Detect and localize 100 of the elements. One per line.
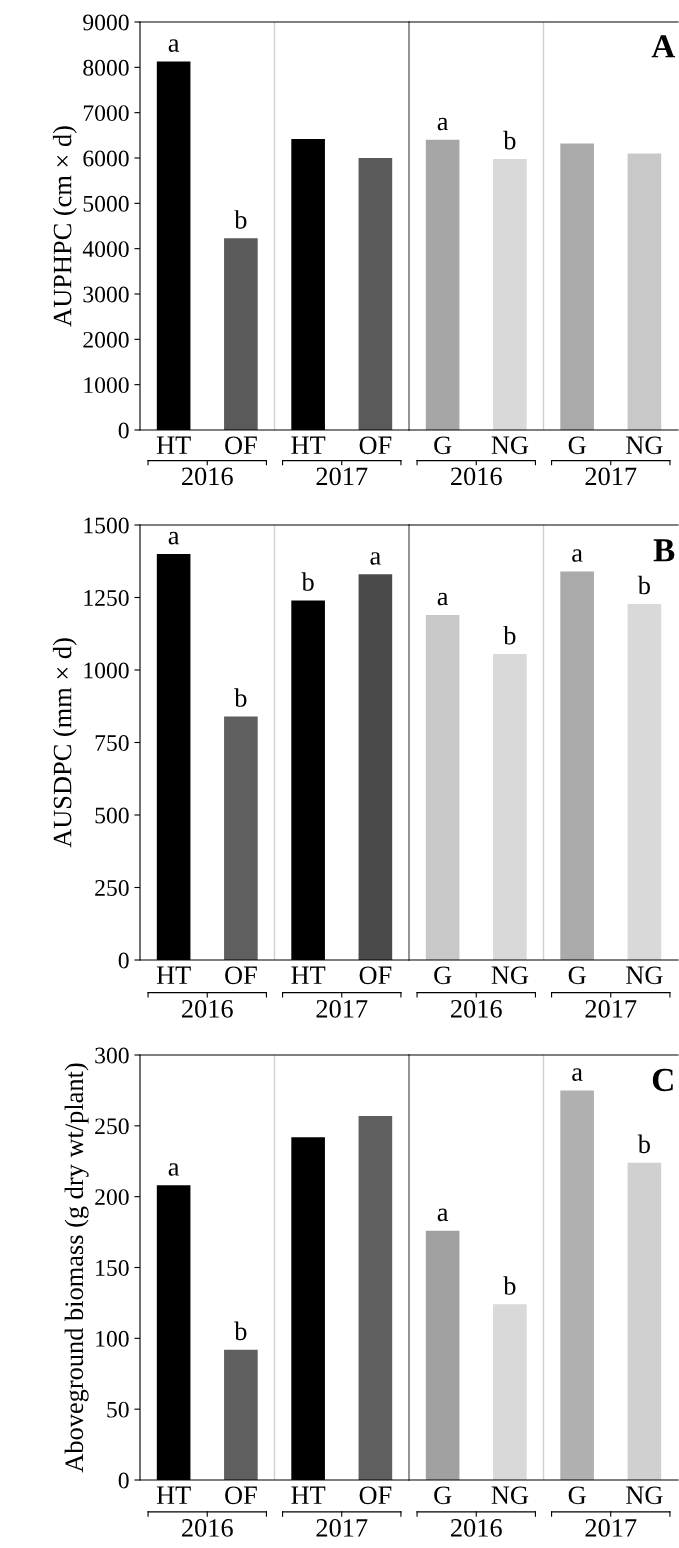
text: 2016 — [182, 1519, 233, 1537]
x-tick-label: HT — [291, 1486, 326, 1504]
x-tick-label: NG — [626, 1486, 663, 1505]
data-label: a — [572, 549, 583, 562]
data-label: b — [301, 572, 314, 591]
x-tick-label: NG — [626, 436, 663, 455]
x-tick-label: NG — [491, 436, 529, 455]
bar — [627, 153, 662, 430]
x-tick-label: G — [568, 436, 586, 455]
y-tick-label: 1000 — [84, 662, 129, 679]
y-tick-label: 0 — [118, 1472, 129, 1489]
bar — [627, 1162, 662, 1480]
y-axis-title: Aboveground biomass (g dry wt/plant) — [64, 1063, 89, 1473]
data-label: b — [234, 688, 247, 707]
y-tick-label: 1500 — [84, 517, 129, 534]
x-tick-label: HT — [156, 436, 191, 454]
y-axis-title: AUPHPC (cm × d) — [52, 126, 77, 327]
data-label: a — [168, 39, 180, 52]
y-tick-label: 150 — [96, 1259, 129, 1276]
data-label: b — [503, 130, 516, 150]
bar — [560, 1090, 594, 1480]
bar — [425, 139, 460, 430]
x-tick-label: G — [568, 966, 586, 985]
y-tick-label: 4000 — [82, 241, 129, 258]
y-tick-label: 100 — [96, 1330, 129, 1347]
x-tick-label: HT — [156, 1486, 191, 1504]
x-tick-label: G — [434, 966, 452, 985]
x-tick-label: OF — [225, 436, 257, 455]
chart-title: C — [652, 1068, 673, 1092]
x-tick-label: G — [434, 436, 452, 455]
data-label: b — [234, 1321, 247, 1341]
bar — [493, 654, 527, 960]
data-label: a — [168, 1163, 180, 1176]
bar — [425, 1230, 460, 1480]
chart-title: B — [653, 539, 675, 562]
x-tick-label: OF — [225, 966, 257, 985]
data-label: b — [234, 210, 247, 229]
data-label: a — [168, 531, 180, 545]
data-label: a — [437, 117, 449, 131]
bar — [560, 571, 594, 960]
text: 2016 — [182, 999, 233, 1018]
y-tick-label: 300 — [95, 1047, 129, 1064]
y-tick-label: 9000 — [83, 14, 129, 31]
text: 2017 — [585, 999, 637, 1018]
x-tick-label: OF — [225, 1486, 257, 1505]
data-label: b — [637, 1134, 650, 1154]
y-tick-label: 0 — [118, 952, 129, 969]
y-tick-label: 200 — [95, 1189, 129, 1206]
y-tick-label: 5000 — [83, 195, 129, 212]
text: 2017 — [316, 999, 368, 1018]
y-tick-label: 8000 — [83, 59, 129, 76]
y-tick-label: 250 — [95, 879, 129, 896]
text: 2016 — [182, 467, 233, 486]
y-tick-label: 750 — [95, 734, 129, 751]
y-axis-title: AUSDPC (mm × d) — [52, 638, 77, 848]
data-label: a — [572, 1068, 583, 1081]
y-tick-label: 1250 — [84, 589, 129, 606]
x-tick-label: NG — [491, 966, 529, 985]
text: 2016 — [451, 999, 502, 1018]
y-tick-label: 50 — [107, 1401, 129, 1418]
chart-title: A — [651, 35, 676, 58]
data-label: a — [370, 552, 381, 565]
data-label: b — [637, 575, 650, 595]
text: 2017 — [316, 1519, 368, 1537]
bar — [224, 1349, 258, 1480]
data-label: b — [503, 625, 516, 645]
x-tick-label: HT — [291, 436, 326, 454]
text: 2016 — [451, 1519, 502, 1537]
y-tick-label: 1000 — [84, 377, 129, 394]
x-tick-label: OF — [359, 1486, 392, 1505]
bar — [493, 158, 527, 430]
bar — [560, 143, 594, 430]
bar — [627, 603, 662, 960]
x-tick-label: HT — [291, 966, 326, 984]
x-tick-label: HT — [156, 966, 191, 984]
bar — [493, 1304, 527, 1480]
bar — [425, 614, 460, 960]
text: 2017 — [585, 1519, 637, 1537]
bar — [358, 1115, 393, 1480]
text: 2016 — [451, 467, 502, 486]
bar — [358, 574, 393, 960]
y-tick-label: 6000 — [83, 150, 129, 167]
x-tick-label: NG — [491, 1486, 529, 1505]
y-tick-label: 0 — [118, 422, 129, 439]
y-tick-label: 7000 — [83, 105, 129, 122]
x-tick-label: OF — [359, 966, 392, 985]
data-label: a — [437, 1208, 449, 1222]
text: 2017 — [585, 467, 637, 486]
bar — [224, 716, 258, 960]
bar — [358, 158, 393, 430]
x-tick-label: OF — [359, 436, 392, 455]
y-tick-label: 500 — [95, 807, 129, 824]
x-tick-label: NG — [626, 966, 663, 985]
x-tick-label: G — [434, 1486, 452, 1505]
x-tick-label: G — [568, 1486, 586, 1505]
y-tick-label: 3000 — [83, 286, 129, 303]
text: 2017 — [316, 467, 368, 486]
y-tick-label: 250 — [95, 1118, 129, 1135]
y-tick-label: 2000 — [83, 331, 129, 348]
bar — [224, 238, 258, 430]
